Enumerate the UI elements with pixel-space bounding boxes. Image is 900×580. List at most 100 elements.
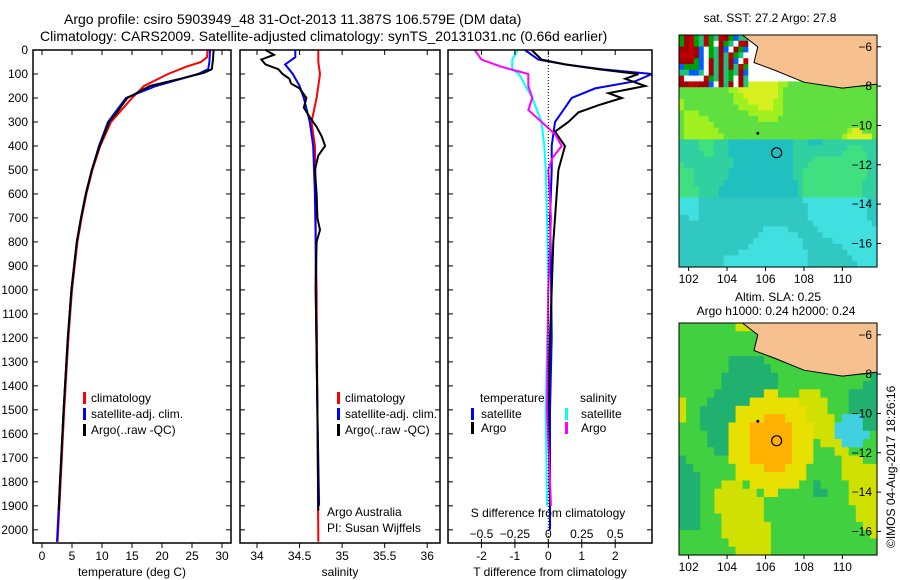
map-cell <box>756 414 765 424</box>
map-cell <box>693 238 700 245</box>
map-cell <box>857 116 863 123</box>
map-cell <box>841 521 850 531</box>
series-line-argo-raw-qc- <box>57 49 215 511</box>
map-cell <box>817 162 824 169</box>
map-cell <box>756 513 765 523</box>
map-cell <box>872 174 878 181</box>
map-cell <box>693 463 701 473</box>
legend-title: temperature <box>480 391 545 405</box>
map-cell <box>841 538 850 548</box>
map-cell <box>857 238 863 245</box>
map-cell <box>693 422 701 432</box>
map-cell <box>770 356 779 366</box>
map-cell <box>753 209 759 216</box>
map-cell <box>753 156 759 164</box>
lon-tick-label: 104 <box>717 560 737 574</box>
map-cell <box>693 243 700 251</box>
map-cell <box>852 232 858 239</box>
map-cell <box>862 480 871 490</box>
map-cell <box>768 151 774 158</box>
map-cell <box>773 139 779 146</box>
map-cell <box>862 463 871 473</box>
map-cell <box>707 538 715 548</box>
map-cell <box>841 546 850 556</box>
map-cell <box>700 339 708 349</box>
plot-frame <box>32 49 232 544</box>
map-cell <box>782 191 789 198</box>
map-cell <box>773 232 779 239</box>
map-cell <box>822 168 829 175</box>
map-cell <box>792 174 799 181</box>
map-cell <box>867 197 873 204</box>
map-cell <box>753 261 759 268</box>
map-cell <box>753 249 759 256</box>
map-cell <box>872 226 878 233</box>
map-cell <box>707 339 715 349</box>
map-cell <box>748 116 754 123</box>
map-cell <box>738 69 744 77</box>
map-cell <box>807 139 814 146</box>
map-cell <box>827 122 834 129</box>
map-cell <box>713 238 720 245</box>
map-cell <box>693 197 700 204</box>
map-cell <box>763 389 772 399</box>
map-cell <box>688 185 695 193</box>
map-cell <box>718 180 725 187</box>
map-cell <box>867 151 873 158</box>
map-cell <box>743 81 749 88</box>
map-cell <box>723 261 730 268</box>
map-cell <box>688 75 695 82</box>
map-cell <box>735 331 744 341</box>
map-cell <box>713 168 720 175</box>
differences-panel: -2 -1 0 1 2T difference from climatology−0.5… <box>447 49 653 579</box>
map-cell <box>822 191 829 198</box>
map-cell <box>792 505 800 515</box>
map-cell <box>778 203 784 210</box>
map-cell <box>848 488 857 498</box>
map-cell <box>748 255 754 262</box>
map-cell <box>686 488 694 498</box>
map-cell <box>847 191 853 198</box>
map-cell <box>703 156 710 164</box>
map-cell <box>817 232 824 239</box>
map-cell <box>862 104 868 111</box>
map-cell <box>721 414 730 424</box>
lat-tick-label: −14 <box>852 485 873 499</box>
map-cell <box>842 116 848 123</box>
map-cell <box>817 168 824 175</box>
map-cell <box>683 214 690 222</box>
map-cell <box>782 203 789 210</box>
map-cell <box>708 58 715 65</box>
map-cell <box>768 133 774 140</box>
map-cell <box>778 530 786 540</box>
map-cell <box>738 104 744 111</box>
map-cell <box>872 110 878 117</box>
map-cell <box>872 139 878 146</box>
map-cell <box>807 214 814 222</box>
map-cell <box>817 197 824 204</box>
map-cell <box>763 110 769 117</box>
map-cell <box>758 180 764 187</box>
legend-title: salinity <box>580 391 617 405</box>
map-cell <box>792 133 799 140</box>
map-cell <box>713 46 720 53</box>
map-cell <box>718 64 725 71</box>
map-cell <box>841 430 850 440</box>
lat-tick-label: −12 <box>852 158 873 172</box>
map-cell <box>827 185 834 193</box>
map-cell <box>679 104 685 111</box>
map-cell <box>778 261 784 268</box>
map-cell <box>806 397 814 407</box>
map-cell <box>707 439 715 448</box>
map-cell <box>753 243 759 251</box>
map-cell <box>855 430 864 440</box>
map-cell <box>770 422 779 432</box>
map-cell <box>714 323 723 332</box>
map-cell <box>862 162 868 169</box>
map-cell <box>683 64 690 71</box>
map-cell <box>852 156 858 164</box>
map-cell <box>834 546 843 556</box>
argo-position-marker <box>771 435 783 447</box>
map-cell <box>852 180 858 187</box>
map-cell <box>703 203 710 210</box>
